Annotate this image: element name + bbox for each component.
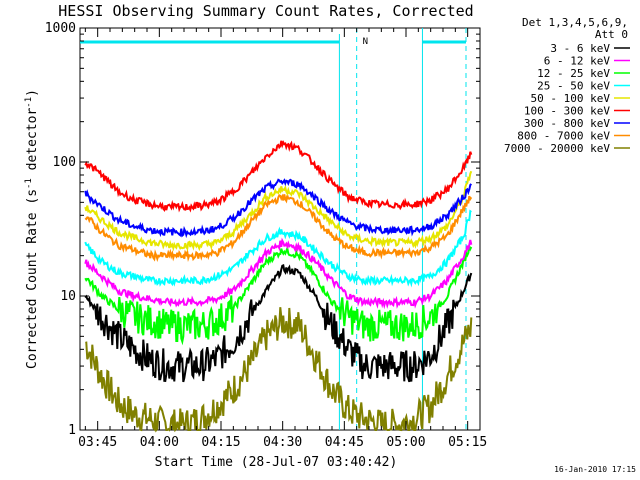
x-tick-label: 05:15: [448, 435, 487, 450]
chart-title: HESSI Observing Summary Count Rates, Cor…: [58, 2, 473, 20]
x-tick-label: 03:45: [78, 435, 117, 450]
legend-header-line1: Det 1,3,4,5,6,9,: [522, 16, 628, 29]
legend-label: 6 - 12 keV: [544, 55, 611, 68]
series-line-6: [84, 178, 473, 239]
legend-label: 300 - 800 keV: [524, 117, 610, 130]
series-layer: [84, 140, 473, 433]
series-line-2: [84, 244, 473, 346]
series-line-8: [85, 307, 473, 433]
legend-header-line2: Att 0: [595, 28, 628, 41]
series-line-3: [84, 209, 472, 288]
legend-label: 25 - 50 keV: [537, 80, 610, 93]
x-tick-label: 04:30: [263, 435, 302, 450]
flag-label: N: [363, 37, 368, 47]
x-tick-label: 04:15: [201, 435, 240, 450]
x-axis: 03:45 04:00 04:15 04:30 04:45 05:00 05:15: [78, 28, 487, 450]
y-tick-label: 1: [68, 423, 76, 438]
x-tick-label: 05:00: [386, 435, 425, 450]
legend-label: 50 - 100 keV: [531, 92, 611, 105]
x-tick-label: 04:45: [325, 435, 364, 450]
series-line-4: [84, 170, 473, 252]
plot-frame: [79, 27, 481, 431]
legend-label: 3 - 6 keV: [550, 42, 610, 55]
series-line-7: [84, 193, 473, 263]
timestamp: 16-Jan-2010 17:15: [554, 465, 636, 474]
x-tick-label: 04:00: [140, 435, 179, 450]
legend-label: 7000 - 20000 keV: [504, 142, 610, 155]
y-tick-label: 100: [53, 155, 76, 170]
y-axis-label: Corrected Count Rate (s-1 detector-1): [24, 89, 40, 369]
y-tick-label: 1000: [45, 21, 76, 36]
legend-label: 100 - 300 keV: [524, 105, 610, 118]
legend-label: 12 - 25 keV: [537, 67, 610, 80]
series-line-0: [84, 264, 473, 383]
y-axis: 1 10 100 1000: [45, 21, 480, 438]
series-line-1: [84, 237, 473, 310]
legend-label: 800 - 7000 keV: [517, 130, 610, 143]
series-line-5: [84, 140, 473, 213]
y-tick-label: 10: [60, 289, 76, 304]
x-axis-label: Start Time (28-Jul-07 03:40:42): [155, 455, 398, 470]
